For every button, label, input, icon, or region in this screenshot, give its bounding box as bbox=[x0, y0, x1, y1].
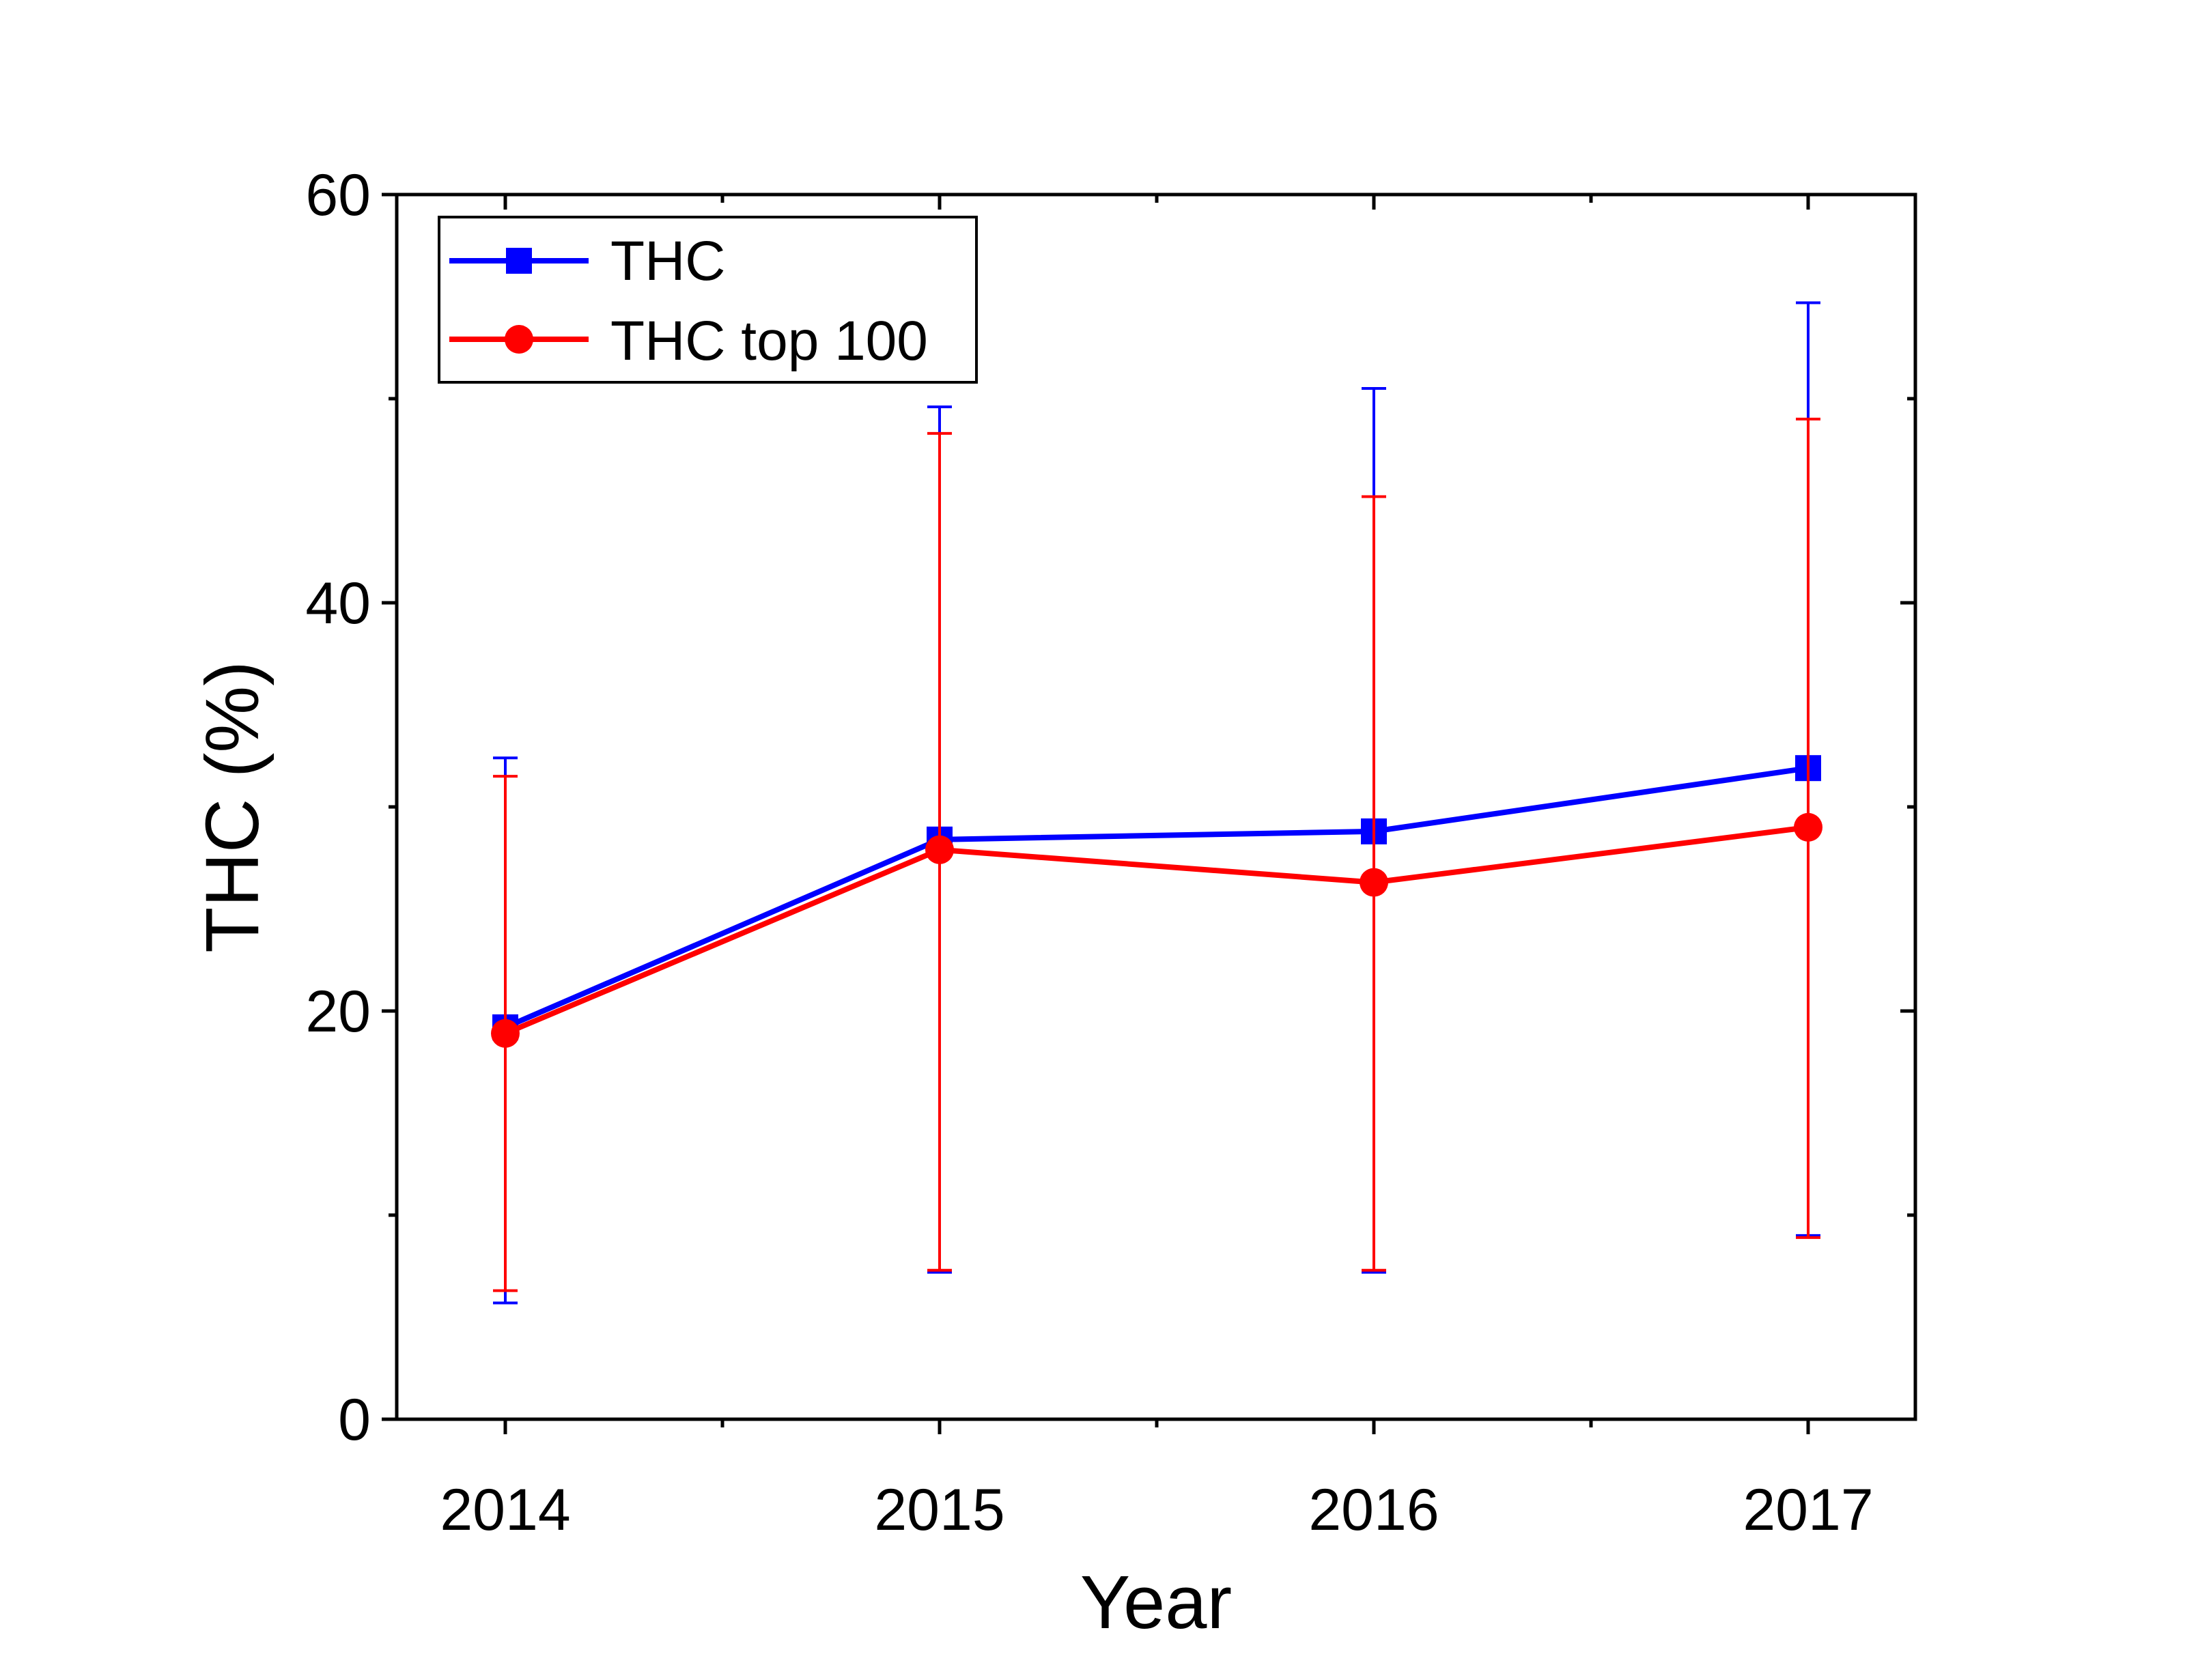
y-axis: 0 20 40 60 bbox=[305, 162, 1915, 1453]
x-tick-label: 2017 bbox=[1743, 1477, 1873, 1543]
data-point bbox=[491, 1019, 520, 1048]
x-tick-label: 2014 bbox=[440, 1477, 570, 1543]
y-tick-label: 20 bbox=[305, 979, 371, 1044]
x-tick-label: 2015 bbox=[874, 1477, 1004, 1543]
legend-label-thc: THC bbox=[610, 230, 726, 292]
y-tick-label: 60 bbox=[305, 162, 371, 228]
data-point bbox=[1794, 812, 1822, 842]
legend-box bbox=[438, 216, 978, 384]
x-tick-label: 2016 bbox=[1308, 1477, 1439, 1543]
series-line bbox=[504, 765, 1809, 1030]
legend-marker-thc-top-100 bbox=[505, 325, 533, 354]
legend-label-thc-top-100: THC top 100 bbox=[610, 310, 928, 372]
y-axis-title: THC (%) bbox=[191, 661, 274, 953]
y-tick-label: 0 bbox=[338, 1387, 371, 1453]
y-tick-label: 40 bbox=[305, 571, 371, 636]
series-thc bbox=[492, 301, 1821, 1305]
series-line bbox=[504, 824, 1809, 1036]
series-layer bbox=[491, 301, 1822, 1305]
legend: THC THC top 100 bbox=[438, 216, 978, 384]
x-axis-title: Year bbox=[1080, 1561, 1232, 1645]
data-point bbox=[925, 835, 954, 864]
x-axis: 2014 2015 2016 2017 bbox=[440, 195, 1874, 1543]
series-thc-top-100 bbox=[491, 417, 1822, 1292]
data-point bbox=[1360, 868, 1388, 897]
legend-marker-thc bbox=[506, 248, 532, 274]
